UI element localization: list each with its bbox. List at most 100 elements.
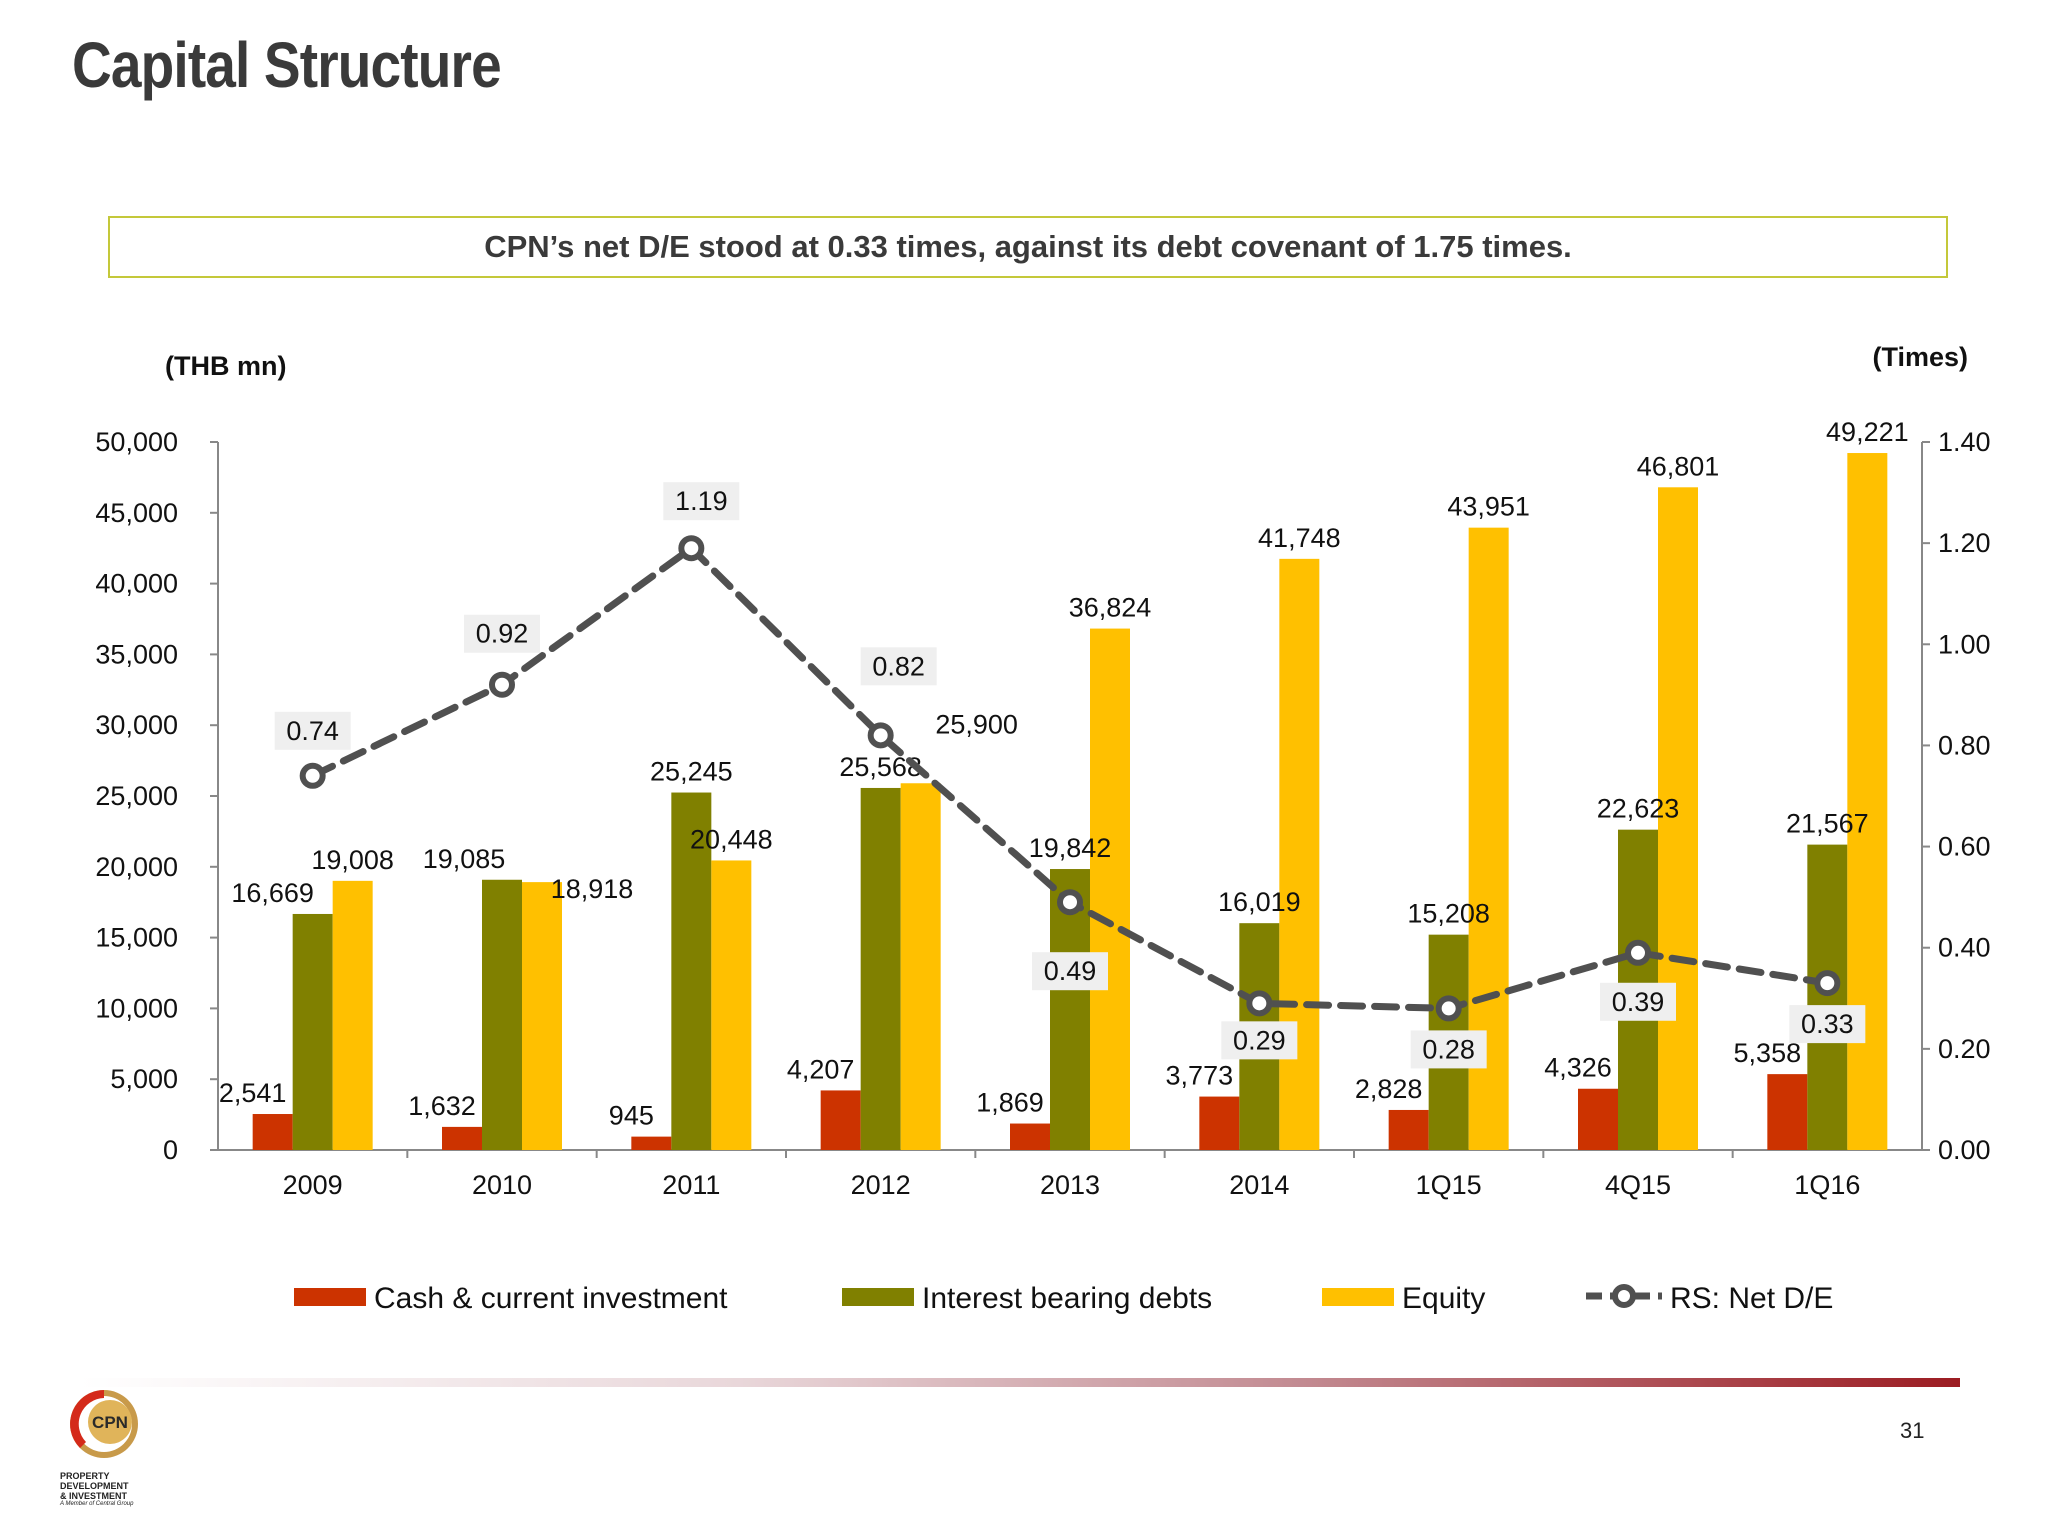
callout-text: CPN’s net D/E stood at 0.33 times, again… xyxy=(484,229,1572,264)
y2-tick-label: 0.20 xyxy=(1938,1034,1991,1064)
equity-bar xyxy=(900,783,941,1150)
y2-tick-label: 1.40 xyxy=(1938,427,1991,457)
cash-bar xyxy=(442,1126,482,1150)
equity-data-label: 36,824 xyxy=(1069,593,1152,623)
net-de-point xyxy=(1814,970,1841,997)
legend-debt-swatch xyxy=(842,1288,914,1306)
cash-bar xyxy=(1199,1096,1240,1150)
y2-tick-label: 0.00 xyxy=(1938,1135,1991,1165)
y-tick-label: 10,000 xyxy=(95,993,178,1023)
cash-data-label: 4,326 xyxy=(1544,1053,1612,1083)
net-de-point xyxy=(678,535,705,562)
cash-bar xyxy=(1767,1074,1808,1150)
cash-bar xyxy=(1010,1123,1050,1150)
net-de-data-label: 0.82 xyxy=(872,651,925,681)
debt-data-label: 22,623 xyxy=(1597,794,1680,824)
y-tick-label: 25,000 xyxy=(95,781,178,811)
net-de-point xyxy=(1435,995,1462,1022)
debt-data-label: 15,208 xyxy=(1407,899,1490,929)
legend-equity-label: Equity xyxy=(1402,1282,1485,1315)
cash-bar xyxy=(252,1114,293,1150)
cash-data-label: 5,358 xyxy=(1734,1038,1802,1068)
legend-debt-label: Interest bearing debts xyxy=(922,1282,1212,1315)
equity-bar xyxy=(522,882,562,1150)
logo-line-1: PROPERTY xyxy=(60,1471,110,1481)
y2-tick-label: 0.80 xyxy=(1938,730,1991,760)
cash-data-label: 945 xyxy=(609,1101,654,1131)
equity-data-label: 20,448 xyxy=(690,824,773,854)
cash-data-label: 1,632 xyxy=(408,1091,476,1121)
key-message-callout: CPN’s net D/E stood at 0.33 times, again… xyxy=(108,216,1948,278)
x-tick-label: 4Q15 xyxy=(1605,1170,1671,1200)
cash-data-label: 3,773 xyxy=(1166,1061,1234,1091)
x-tick-label: 2009 xyxy=(283,1170,343,1200)
debt-bar xyxy=(860,787,901,1150)
y-tick-label: 50,000 xyxy=(95,427,178,457)
x-tick-label: 1Q16 xyxy=(1794,1170,1860,1200)
net-de-label-box xyxy=(860,647,937,686)
cash-bar xyxy=(820,1090,861,1150)
y2-tick-label: 0.40 xyxy=(1938,933,1991,963)
equity-bar xyxy=(1279,558,1320,1150)
footer-gradient-bar xyxy=(80,1378,1960,1387)
x-tick-label: 1Q15 xyxy=(1416,1170,1482,1200)
y-tick-label: 15,000 xyxy=(95,923,178,953)
net-de-point xyxy=(299,762,326,789)
y2-tick-label: 0.60 xyxy=(1938,832,1991,862)
legend-net-de-label: RS: Net D/E xyxy=(1670,1282,1833,1315)
debt-data-label: 19,842 xyxy=(1029,833,1112,863)
page-number: 31 xyxy=(1900,1418,1925,1443)
debt-bar xyxy=(1807,844,1848,1150)
x-tick-label: 2011 xyxy=(662,1170,720,1200)
equity-bar xyxy=(1847,453,1888,1150)
net-de-data-label: 0.49 xyxy=(1044,956,1097,986)
equity-bar xyxy=(1658,487,1698,1150)
equity-data-label: 25,900 xyxy=(935,709,1018,739)
cash-bar xyxy=(1578,1088,1618,1150)
debt-data-label: 16,019 xyxy=(1218,887,1301,917)
net-de-data-label: 0.28 xyxy=(1422,1034,1475,1064)
logo-line-2: DEVELOPMENT xyxy=(60,1481,129,1491)
net-de-data-label: 0.92 xyxy=(476,619,529,649)
net-de-data-label: 0.39 xyxy=(1612,987,1665,1017)
cash-data-label: 4,207 xyxy=(787,1054,855,1084)
legend-net-de-marker xyxy=(1612,1284,1636,1308)
debt-data-label: 16,669 xyxy=(231,878,314,908)
net-de-data-label: 0.74 xyxy=(286,716,339,746)
cash-bar xyxy=(1388,1109,1429,1150)
page-title: Capital Structure xyxy=(72,29,502,101)
legend-cash-swatch xyxy=(294,1288,366,1306)
cash-bar xyxy=(631,1136,672,1150)
net-de-label-box xyxy=(1410,1030,1487,1069)
debt-bar xyxy=(482,879,522,1150)
equity-bar xyxy=(332,880,373,1150)
net-de-label-box xyxy=(663,482,740,521)
cash-data-label: 1,869 xyxy=(976,1088,1044,1118)
debt-data-label: 21,567 xyxy=(1786,809,1869,839)
net-de-label-box xyxy=(1789,1005,1866,1044)
net-de-label-box xyxy=(1221,1021,1298,1060)
net-de-point xyxy=(1057,889,1083,916)
net-de-data-label: 0.29 xyxy=(1233,1025,1286,1055)
equity-data-label: 18,918 xyxy=(551,874,634,904)
debt-data-label: 19,085 xyxy=(423,844,506,874)
debt-data-label: 25,568 xyxy=(839,752,922,782)
net-de-point xyxy=(1625,939,1651,966)
cash-data-label: 2,828 xyxy=(1355,1074,1423,1104)
net-de-data-label: 0.33 xyxy=(1801,1009,1854,1039)
cash-data-label: 2,541 xyxy=(219,1078,287,1108)
y-tick-label: 0 xyxy=(163,1135,178,1165)
cpn-logo-icon: CPN xyxy=(70,1390,138,1458)
debt-bar xyxy=(1050,869,1090,1150)
legend-equity-swatch xyxy=(1322,1288,1394,1306)
x-tick-label: 2014 xyxy=(1229,1170,1289,1200)
y-tick-label: 5,000 xyxy=(110,1064,178,1094)
y2-axis-title: (Times) xyxy=(1872,342,1968,372)
x-tick-label: 2012 xyxy=(851,1170,911,1200)
y-tick-label: 20,000 xyxy=(95,852,178,882)
net-de-label-box xyxy=(464,614,540,653)
net-de-label-box xyxy=(1032,952,1108,991)
equity-bar xyxy=(1090,628,1130,1150)
x-tick-label: 2013 xyxy=(1040,1170,1100,1200)
y-tick-label: 35,000 xyxy=(95,639,178,669)
